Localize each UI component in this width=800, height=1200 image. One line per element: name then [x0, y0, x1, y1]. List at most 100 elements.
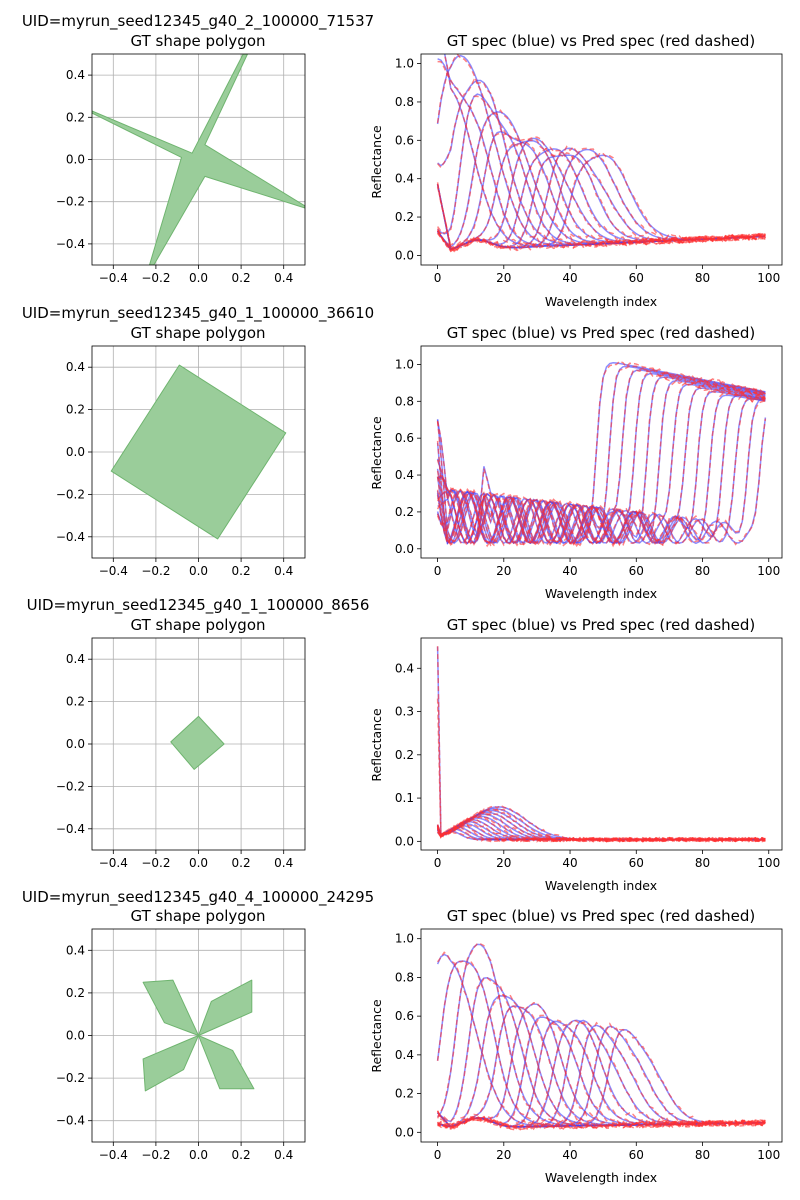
- shape-axes-2: −0.4 −0.2 0.0 0.2 0.4 −0.4 −0.2 0.0 0.2 0.4: [56, 345, 306, 578]
- x-tick-label: 20: [496, 856, 511, 870]
- pred-spectrum-line: [436, 399, 766, 547]
- spec-ylabel-3: Reflectance: [369, 708, 384, 782]
- axes-frame: [420, 345, 783, 559]
- pred-spectrum-line: [436, 147, 767, 253]
- x-tick-label: 100: [757, 856, 780, 870]
- x-tick-label: 20: [496, 271, 511, 285]
- spec-xlabel-3: Wavelength index: [545, 878, 657, 893]
- pred-spectrum-line: [437, 1021, 766, 1130]
- x-tick-label: 0.4: [274, 856, 293, 870]
- pred-spectrum-line: [436, 395, 767, 545]
- y-tick-label: 1.0: [395, 357, 414, 371]
- y-tick-label: 0.0: [395, 542, 414, 556]
- x-tick-label: 40: [562, 564, 577, 578]
- x-tick-label: −0.4: [99, 1148, 128, 1162]
- y-tick-label: −0.2: [56, 779, 85, 793]
- spec-xlabel-2: Wavelength index: [545, 586, 657, 601]
- spectrum-axes-3: 0 20 40 60 80 100 0.0 0.1 0.2 0.3 0.4: [395, 637, 783, 870]
- row-4: UID=myrun_seed12345_g40_4_100000_24295 G…: [22, 888, 783, 1185]
- shape-title-1: GT shape polygon: [131, 32, 266, 50]
- x-tick-label: 0.0: [189, 564, 208, 578]
- plot-area: [170, 715, 225, 770]
- plot-area: [436, 54, 767, 253]
- shape-axes-1: −0.4 −0.2 0.0 0.2 0.4 −0.4 −0.2 0.0 0.2 0.4: [56, 53, 306, 285]
- gt-spectrum-line: [436, 54, 766, 246]
- y-tick-label: 0.0: [395, 1125, 414, 1139]
- shape-polygon: [110, 364, 287, 540]
- x-tick-label: 60: [629, 1148, 644, 1162]
- y-tick-label: 0.4: [66, 360, 85, 374]
- x-tick-label: 60: [629, 564, 644, 578]
- gt-spectrum-line: [437, 995, 766, 1127]
- pred-spectrum-line: [436, 385, 766, 548]
- spec-xlabel-4: Wavelength index: [545, 1170, 657, 1185]
- pred-spectrum-line: [436, 365, 766, 547]
- x-tick-label: 80: [695, 856, 710, 870]
- x-tick-label: 100: [757, 271, 780, 285]
- spec-xlabel-1: Wavelength index: [545, 294, 657, 309]
- uid-title-2: UID=myrun_seed12345_g40_1_100000_36610: [22, 304, 374, 323]
- y-tick-label: 1.0: [395, 932, 414, 946]
- spec-ylabel-4: Reflectance: [369, 999, 384, 1073]
- y-tick-label: 0.0: [66, 153, 85, 167]
- y-tick-label: 0.0: [66, 1029, 85, 1043]
- x-tick-label: 0.4: [274, 564, 293, 578]
- y-tick-label: 0.1: [395, 791, 414, 805]
- x-tick-label: 0: [434, 1148, 442, 1162]
- plot-area: [92, 54, 305, 265]
- shape-title-3: GT shape polygon: [131, 616, 266, 634]
- y-tick-label: 0.4: [66, 943, 85, 957]
- x-tick-label: 80: [695, 1148, 710, 1162]
- y-tick-label: 0.0: [395, 248, 414, 262]
- x-tick-label: 0.0: [189, 271, 208, 285]
- row-2: UID=myrun_seed12345_g40_1_100000_36610 G…: [22, 304, 783, 601]
- y-tick-label: 0.4: [395, 172, 414, 186]
- x-tick-label: 0.2: [232, 856, 251, 870]
- axes-frame: [420, 928, 783, 1143]
- pred-spectrum-line: [436, 646, 766, 843]
- x-tick-label: −0.4: [99, 564, 128, 578]
- y-tick-label: 0.2: [395, 748, 414, 762]
- y-tick-label: −0.2: [56, 195, 85, 209]
- uid-title-1: UID=myrun_seed12345_g40_2_100000_71537: [22, 12, 374, 31]
- pred-spectrum-line: [436, 388, 766, 547]
- x-tick-label: 40: [562, 856, 577, 870]
- x-tick-label: 0: [434, 564, 442, 578]
- x-tick-label: 0.4: [274, 271, 293, 285]
- y-tick-label: −0.4: [56, 1114, 85, 1128]
- y-tick-label: 0.2: [66, 986, 85, 1000]
- y-tick-label: 0.2: [66, 695, 85, 709]
- pred-spectrum-line: [437, 1028, 766, 1131]
- y-tick-label: 0.4: [395, 661, 414, 675]
- pred-spectrum-line: [436, 810, 766, 843]
- pred-spectrum-line: [437, 138, 766, 252]
- shape-polygon: [170, 715, 225, 770]
- y-tick-label: −0.4: [56, 822, 85, 836]
- y-tick-label: 0.0: [66, 737, 85, 751]
- gt-spectrum-line: [437, 1019, 766, 1128]
- shape-title-4: GT shape polygon: [131, 907, 266, 925]
- gt-spectrum-line: [436, 130, 766, 251]
- x-tick-label: 60: [629, 856, 644, 870]
- y-tick-label: 0.4: [66, 652, 85, 666]
- y-tick-label: 0.6: [395, 431, 414, 445]
- y-tick-label: 0.2: [395, 1087, 414, 1101]
- x-tick-label: −0.4: [99, 856, 128, 870]
- spec-title-3: GT spec (blue) vs Pred spec (red dashed): [447, 616, 756, 634]
- y-tick-label: 0.2: [395, 210, 414, 224]
- y-tick-label: 0.4: [395, 468, 414, 482]
- pred-spectrum-line: [436, 370, 766, 547]
- spectrum-axes-4: 0 20 40 60 80 100 0.0 0.2 0.4 0.6 0.8 1.0: [395, 928, 783, 1162]
- plot-area: [436, 942, 766, 1131]
- shape-polygon: [92, 54, 305, 265]
- spec-title-2: GT spec (blue) vs Pred spec (red dashed): [447, 324, 756, 342]
- pred-spectrum-line: [436, 392, 766, 548]
- uid-title-3: UID=myrun_seed12345_g40_1_100000_8656: [27, 596, 370, 615]
- y-tick-label: 0.0: [66, 445, 85, 459]
- y-tick-label: −0.2: [56, 1071, 85, 1085]
- y-tick-label: 0.3: [395, 705, 414, 719]
- pred-spectrum-line: [436, 152, 766, 252]
- x-tick-label: −0.2: [141, 856, 170, 870]
- y-tick-label: 0.6: [395, 133, 414, 147]
